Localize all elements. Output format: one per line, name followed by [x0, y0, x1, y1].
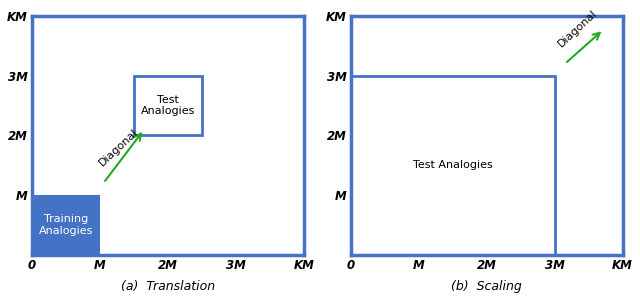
X-axis label: (a)  Translation: (a) Translation	[121, 280, 215, 293]
X-axis label: (b)  Scaling: (b) Scaling	[451, 280, 522, 293]
Bar	[351, 195, 419, 255]
Text: Test
Analogies: Test Analogies	[141, 95, 195, 116]
Text: Diagonal: Diagonal	[97, 127, 140, 168]
Bar	[351, 76, 555, 255]
Text: Training
Analogies: Training Analogies	[357, 214, 412, 236]
Text: Training
Analogies: Training Analogies	[39, 214, 93, 236]
Text: Test Analogies: Test Analogies	[413, 160, 493, 170]
Bar	[32, 195, 100, 255]
Bar	[134, 76, 202, 135]
Text: Diagonal: Diagonal	[556, 8, 599, 49]
